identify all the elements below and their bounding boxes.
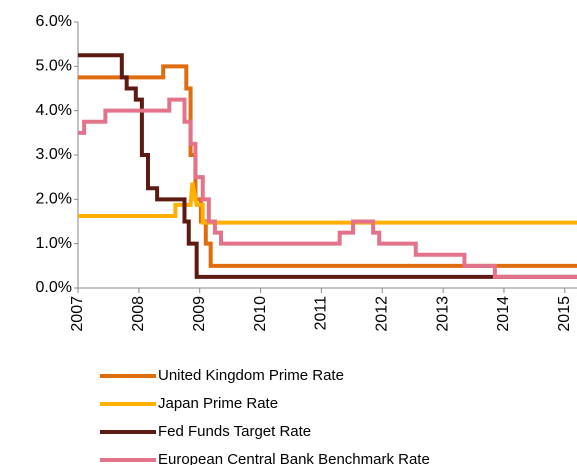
legend-label: European Central Bank Benchmark Rate <box>158 451 430 465</box>
x-tick-label: 2009 <box>191 296 208 332</box>
y-tick-label: 6.0% <box>36 13 72 30</box>
series-line <box>78 97 577 279</box>
x-tick-label: 2008 <box>130 296 147 332</box>
series-line <box>78 182 577 225</box>
y-tick-label: 1.0% <box>36 235 72 252</box>
y-tick-label: 3.0% <box>36 146 72 163</box>
y-tick-label: 5.0% <box>36 58 72 75</box>
x-tick-label: 2015 <box>556 296 573 332</box>
x-tick-label: 2010 <box>252 296 269 332</box>
y-tick-label: 2.0% <box>36 191 72 208</box>
y-tick-label: 4.0% <box>36 102 72 119</box>
x-tick-label: 2007 <box>69 296 86 332</box>
x-tick-label: 2012 <box>373 296 390 332</box>
x-tick-label: 2011 <box>313 296 330 331</box>
y-tick-label: 0.0% <box>36 279 72 296</box>
legend-label: Japan Prime Rate <box>158 395 278 412</box>
legend-label: Fed Funds Target Rate <box>158 423 311 440</box>
legend: United Kingdom Prime Rate Japan Prime Rat… <box>100 367 430 465</box>
x-tick-label: 2014 <box>495 296 512 332</box>
x-tick-label: 2013 <box>434 296 451 332</box>
legend-label: United Kingdom Prime Rate <box>158 367 344 384</box>
series-line <box>78 64 577 268</box>
series-line <box>78 53 577 279</box>
